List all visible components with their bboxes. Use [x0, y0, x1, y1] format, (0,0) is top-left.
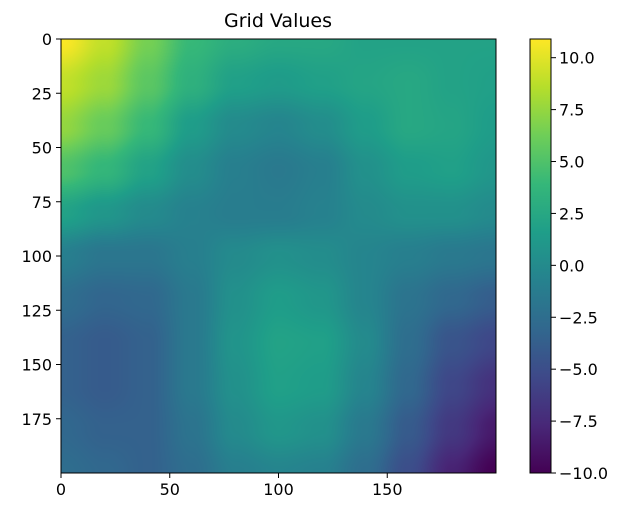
colorbar — [529, 38, 552, 474]
x-tick-label: 0 — [56, 480, 66, 499]
colorbar-tick-label: −7.5 — [559, 412, 598, 431]
colorbar-tick-label: 0.0 — [559, 256, 584, 275]
colorbar-axis: −10.0 −7.5 −5.0 −2.5 0.0 2.5 5.0 7.5 10.0 — [551, 49, 608, 483]
y-axis: 0 25 50 75 100 125 150 175 — [21, 30, 61, 429]
x-tick-label: 100 — [263, 480, 294, 499]
y-tick-label: 50 — [32, 139, 52, 158]
heatmap-image — [61, 39, 496, 473]
y-tick-label: 125 — [21, 301, 52, 320]
colorbar-tick-label: −2.5 — [559, 308, 598, 327]
chart-title: Grid Values — [224, 10, 332, 32]
colorbar-tick-label: −5.0 — [559, 360, 598, 379]
y-tick-label: 25 — [32, 84, 52, 103]
colorbar-tick-label: 5.0 — [559, 153, 584, 172]
y-tick-label: 0 — [42, 30, 52, 49]
colorbar-tick-label: 10.0 — [559, 49, 595, 68]
y-tick-label: 175 — [21, 410, 52, 429]
x-axis: 0 50 100 150 — [56, 473, 403, 499]
x-tick-label: 150 — [372, 480, 403, 499]
colorbar-tick-label: 2.5 — [559, 204, 584, 223]
colorbar-tick-label: −10.0 — [559, 464, 608, 483]
colorbar-tick-label: 7.5 — [559, 101, 584, 120]
y-tick-label: 100 — [21, 247, 52, 266]
y-tick-label: 150 — [21, 356, 52, 375]
x-tick-label: 50 — [160, 480, 180, 499]
y-tick-label: 75 — [32, 193, 52, 212]
